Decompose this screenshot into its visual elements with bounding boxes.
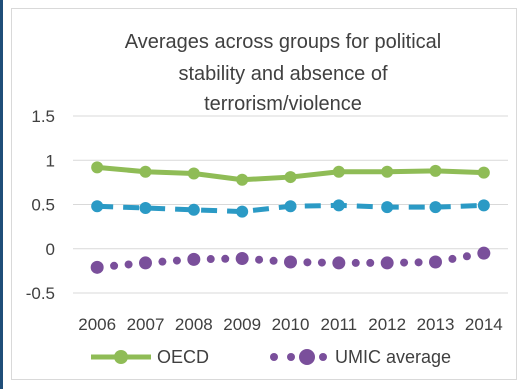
data-point bbox=[187, 203, 200, 216]
line-chart: Averages across groups for political stab… bbox=[26, 31, 508, 367]
connector-dot bbox=[269, 256, 278, 265]
data-point bbox=[91, 200, 104, 213]
legend-swatch-marker bbox=[287, 353, 295, 361]
x-tick-label: 2006 bbox=[78, 315, 116, 334]
legend-swatch-marker bbox=[299, 349, 315, 365]
chart-title-line: Averages across groups for political bbox=[125, 31, 441, 53]
x-tick-label: 2009 bbox=[223, 315, 261, 334]
series-unnamed-2 bbox=[91, 199, 490, 218]
data-point bbox=[236, 205, 249, 218]
x-tick-label: 2012 bbox=[368, 315, 406, 334]
connector-dot bbox=[448, 254, 457, 263]
y-tick-label: 0 bbox=[46, 240, 55, 259]
data-point bbox=[187, 252, 201, 266]
connector-dot bbox=[172, 256, 181, 265]
data-point bbox=[139, 256, 152, 270]
data-point bbox=[284, 200, 297, 213]
data-point bbox=[429, 164, 442, 177]
series-oecd bbox=[91, 161, 490, 186]
x-tick-label: 2010 bbox=[272, 315, 310, 334]
legend-swatch-marker bbox=[270, 353, 278, 361]
connector-dot bbox=[124, 260, 133, 269]
x-tick-label: 2013 bbox=[417, 315, 455, 334]
data-point bbox=[381, 201, 394, 214]
data-point bbox=[91, 161, 104, 174]
connector-dot bbox=[366, 258, 375, 267]
legend-label: OECD bbox=[157, 347, 209, 367]
data-point bbox=[139, 165, 152, 178]
connector-dot bbox=[303, 258, 312, 267]
data-point bbox=[381, 165, 394, 178]
series-umic-average bbox=[90, 246, 491, 274]
series-group bbox=[90, 161, 491, 274]
chart-area bbox=[11, 8, 517, 380]
data-point bbox=[284, 171, 297, 184]
data-point bbox=[235, 251, 249, 265]
legend-swatch-marker bbox=[319, 353, 327, 361]
connector-dot bbox=[400, 258, 409, 267]
chart-title-line: stability and absence of bbox=[178, 63, 387, 85]
x-tick-label: 2011 bbox=[321, 315, 358, 334]
data-point bbox=[90, 260, 104, 274]
y-axis-labels: 1.5 1 0.5 0 -0.5 bbox=[26, 107, 55, 303]
data-point bbox=[332, 199, 345, 212]
y-tick-label: 1 bbox=[46, 151, 55, 170]
chart-title: Averages across groups for political stab… bbox=[125, 31, 441, 115]
data-point bbox=[429, 255, 442, 269]
data-point bbox=[284, 255, 297, 269]
connector-dot bbox=[462, 252, 471, 261]
data-point bbox=[332, 256, 346, 270]
legend-label: UMIC average bbox=[335, 347, 451, 367]
legend-item-oecd: OECD bbox=[91, 347, 209, 367]
connector-dot bbox=[255, 255, 264, 264]
data-point bbox=[380, 256, 394, 270]
data-point bbox=[187, 167, 200, 180]
data-point bbox=[429, 201, 442, 214]
legend-swatch-marker bbox=[114, 350, 128, 364]
connector-dot bbox=[414, 258, 423, 267]
x-tick-label: 2014 bbox=[465, 315, 503, 334]
chart-title-line: terrorism/violence bbox=[204, 93, 362, 115]
data-point bbox=[139, 202, 152, 215]
connector-dot bbox=[317, 258, 326, 267]
connector-dot bbox=[158, 257, 167, 266]
x-axis-labels: 2006 2007 2008 2009 2010 2011 2012 2013 2014 bbox=[78, 315, 502, 334]
x-tick-label: 2008 bbox=[175, 315, 213, 334]
data-point bbox=[477, 199, 490, 212]
y-tick-label: 1.5 bbox=[31, 107, 55, 126]
connector-dot bbox=[351, 258, 360, 267]
legend-item-umic: UMIC average bbox=[270, 347, 451, 367]
legend: OECD UMIC average bbox=[91, 347, 451, 367]
y-tick-label: 0.5 bbox=[31, 196, 55, 215]
connector-dot bbox=[206, 255, 215, 264]
connector-dot bbox=[110, 261, 119, 270]
x-tick-label: 2007 bbox=[127, 315, 165, 334]
data-point bbox=[236, 173, 249, 186]
connector-dot bbox=[221, 254, 230, 263]
y-tick-label: -0.5 bbox=[26, 284, 55, 303]
data-point bbox=[477, 246, 491, 260]
data-point bbox=[332, 165, 345, 178]
data-point bbox=[477, 166, 490, 179]
